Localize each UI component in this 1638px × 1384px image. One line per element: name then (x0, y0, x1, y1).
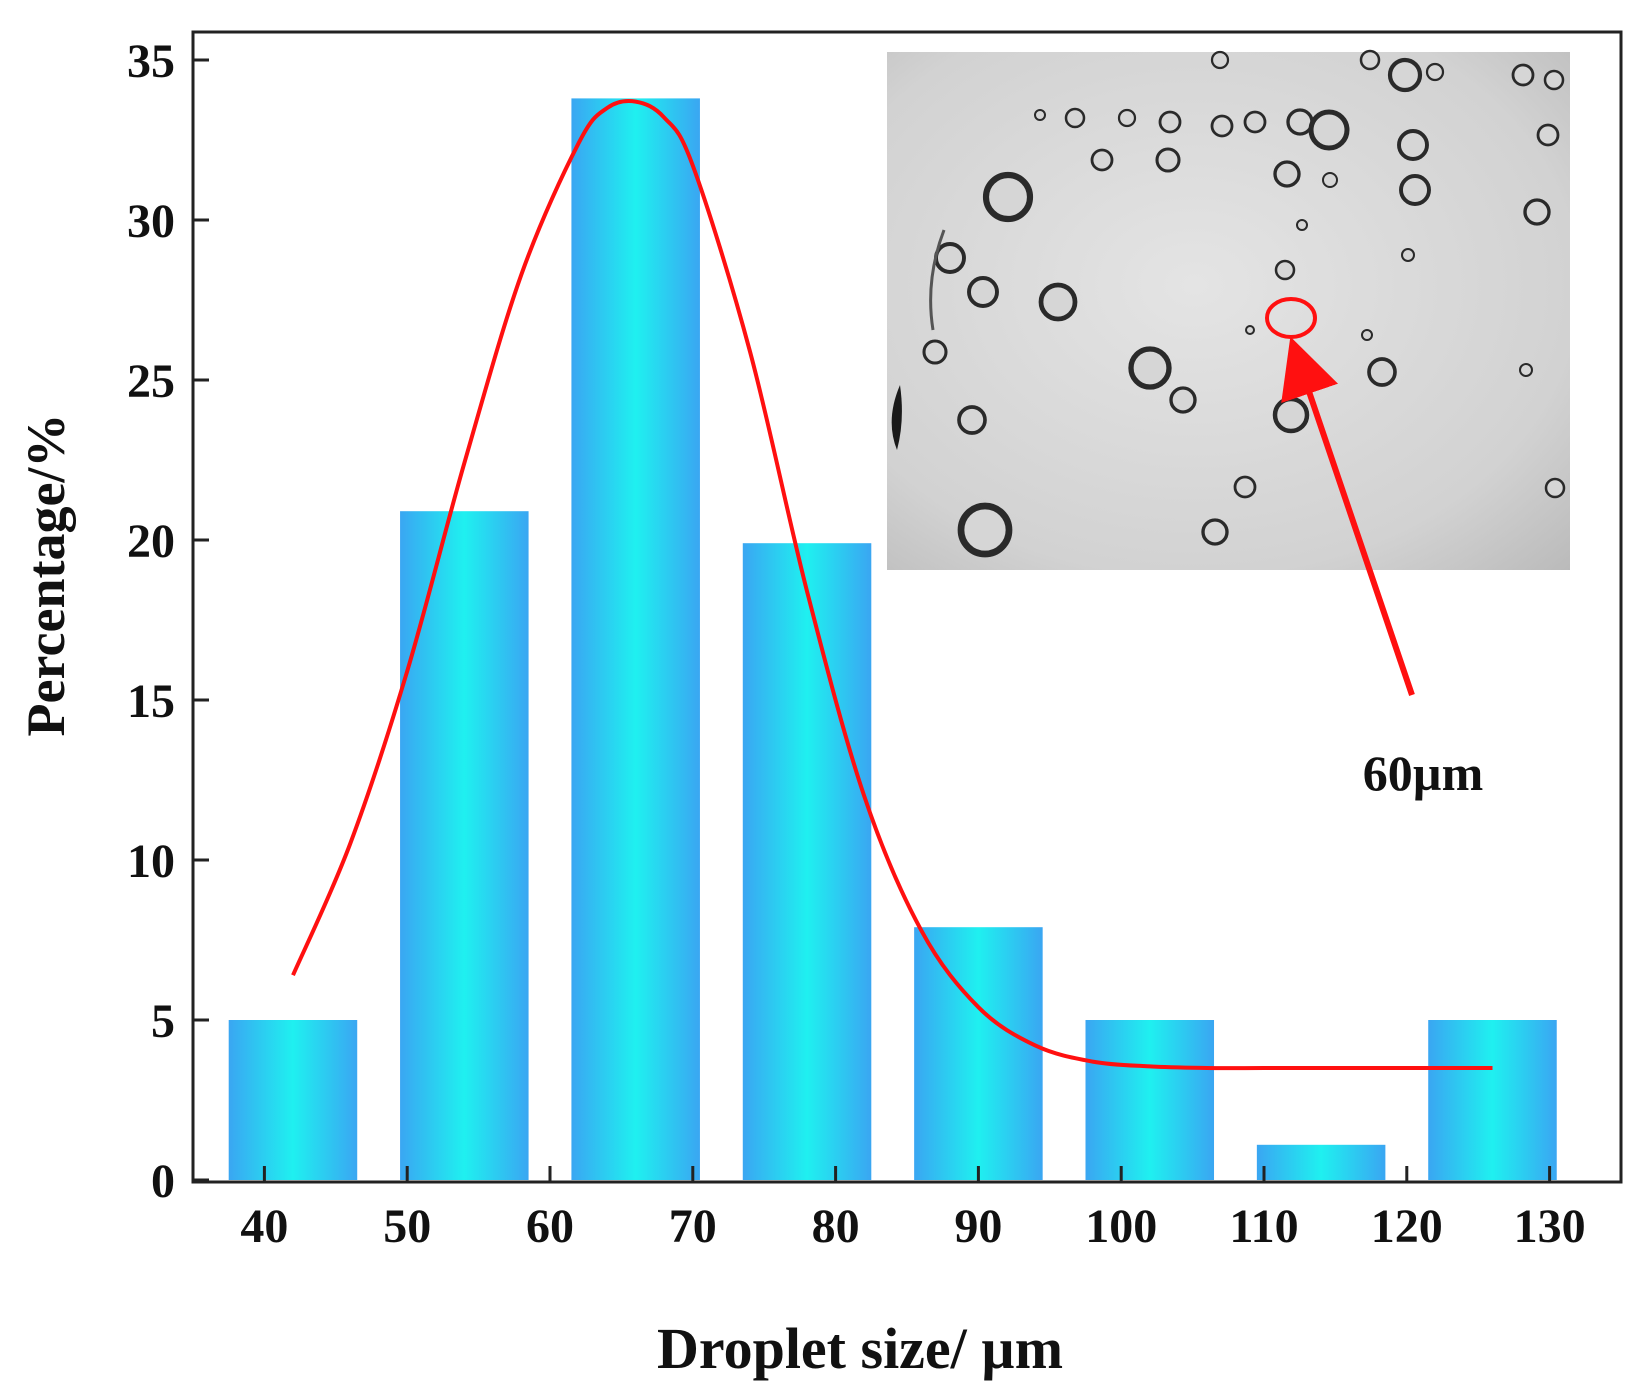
droplet-circle (982, 171, 1034, 223)
droplet-circle (1155, 147, 1181, 173)
droplet-circle (1210, 114, 1234, 138)
x-tick-label: 130 (1514, 1200, 1586, 1253)
droplet-circle (1359, 49, 1381, 71)
droplet-circle (1286, 108, 1314, 136)
droplet-circle (922, 339, 948, 365)
y-tick-label: 5 (151, 995, 175, 1048)
droplet-circle (957, 502, 1013, 558)
droplet-micrograph-inset (887, 49, 1570, 570)
inset-background (887, 52, 1570, 570)
droplet-circle (1322, 172, 1338, 188)
droplet-circle (1158, 110, 1182, 134)
droplet-circle (1367, 357, 1397, 387)
droplet-circle (1511, 63, 1535, 87)
x-tick-label: 110 (1229, 1200, 1298, 1253)
droplet-circle (1272, 396, 1310, 434)
bar-1 (228, 1020, 358, 1180)
y-tick-label: 0 (151, 1155, 175, 1208)
droplet-circle (1128, 346, 1172, 390)
droplet-circle (1274, 259, 1296, 281)
droplet-circle (1536, 123, 1560, 147)
droplet-circle (967, 276, 999, 308)
droplet-circle (1296, 219, 1308, 231)
droplet-circle (1210, 50, 1230, 70)
droplet-circle (1169, 386, 1197, 414)
droplet-circle (1243, 110, 1267, 134)
droplet-circle (1425, 62, 1445, 82)
y-tick-label: 15 (127, 675, 175, 728)
droplet-circle (1034, 109, 1046, 121)
x-tick-label: 80 (812, 1200, 860, 1253)
fit-layer (291, 98, 1493, 1071)
droplet-circle (1273, 160, 1301, 188)
x-tick-label: 70 (669, 1200, 717, 1253)
droplet-circle (1401, 248, 1415, 262)
droplet-circle (1399, 174, 1431, 206)
y-axis-label: Percentage/% (16, 414, 76, 737)
droplet-circle (1543, 69, 1565, 91)
droplet-circle (1038, 282, 1078, 322)
inset-streak (929, 229, 946, 331)
bar-8 (1428, 1020, 1557, 1180)
x-axis-label: Droplet size/ µm (657, 1316, 1063, 1381)
droplet-circle (1361, 329, 1373, 341)
bars-layer (228, 98, 1557, 1180)
droplet-circle (1519, 363, 1533, 377)
plot-frame (191, 30, 1623, 1184)
droplet-circle (957, 405, 987, 435)
droplet-circle (1397, 129, 1429, 161)
droplet-circle (1064, 107, 1086, 129)
y-tick-label: 10 (127, 835, 175, 888)
bar-5 (914, 927, 1043, 1180)
x-tick-label: 40 (240, 1200, 288, 1253)
droplet-circle (934, 242, 966, 274)
bar-2 (400, 511, 529, 1180)
x-tick-label: 90 (954, 1200, 1002, 1253)
droplet-circle (1308, 109, 1350, 151)
droplet-circles (891, 49, 1566, 558)
droplet-circle (1233, 475, 1257, 499)
droplet-edge-shadow (891, 385, 902, 450)
droplet-circle (1387, 57, 1423, 93)
droplet-circle (1090, 148, 1114, 172)
gaussian-fit-line (291, 98, 1493, 1071)
y-tick-label: 20 (127, 515, 175, 568)
y-tick-label: 30 (127, 195, 175, 248)
y-tick-label: 25 (127, 355, 175, 408)
annotation-arrow (1281, 336, 1415, 696)
bar-7 (1256, 1144, 1386, 1180)
x-tick-label: 60 (526, 1200, 574, 1253)
annotation-label: 60µm (1363, 745, 1483, 801)
bar-6 (1085, 1020, 1215, 1180)
x-tick-label: 120 (1371, 1200, 1443, 1253)
droplet-circle (1523, 198, 1551, 226)
y-tick-label: 35 (127, 35, 175, 88)
axes-layer: 0 5 10 15 20 25 30 35 40 50 60 70 80 90 100 110 120 130 (127, 35, 1586, 1253)
annotation-group: 60µm (1265, 297, 1483, 801)
droplet-circle (1245, 325, 1255, 335)
droplet-circle (1117, 108, 1137, 128)
x-tick-label: 100 (1085, 1200, 1157, 1253)
droplet-circle (1201, 518, 1229, 546)
x-tick-label: 50 (383, 1200, 431, 1253)
droplet-circle (1544, 477, 1566, 499)
bar-4 (742, 543, 872, 1180)
bar-3 (571, 98, 700, 1180)
